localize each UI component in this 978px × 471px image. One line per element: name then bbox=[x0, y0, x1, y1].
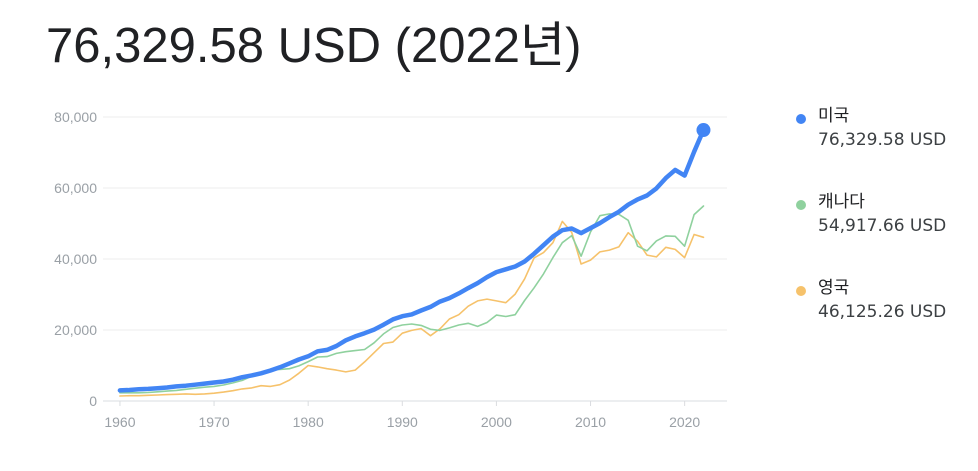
legend: 미국 76,329.58 USD 캐나다 54,917.66 USD 영국 46… bbox=[794, 104, 974, 362]
latest-point-marker bbox=[696, 123, 711, 138]
y-tick-label: 80,000 bbox=[54, 109, 97, 125]
x-tick-label: 1990 bbox=[387, 414, 418, 430]
y-tick-label: 20,000 bbox=[54, 322, 97, 338]
series-line-us bbox=[117, 127, 706, 393]
legend-marker bbox=[796, 200, 806, 210]
x-tick-label: 2020 bbox=[669, 414, 700, 430]
legend-marker bbox=[796, 286, 806, 296]
legend-series-value: 76,329.58 USD bbox=[818, 130, 947, 150]
legend-series-name: 영국 bbox=[818, 278, 850, 298]
axes bbox=[103, 400, 727, 406]
y-tick-label: 0 bbox=[89, 393, 97, 409]
x-tick-label: 2000 bbox=[481, 414, 512, 430]
tick-labels: 0 20,000 40,000 60,000 80,000 1960 1970 1980 199… bbox=[54, 109, 700, 430]
gridlines bbox=[103, 116, 727, 331]
series-layer bbox=[117, 123, 711, 397]
x-tick-label: 1970 bbox=[198, 414, 229, 430]
series-line-uk bbox=[119, 220, 705, 397]
x-tick-label: 1980 bbox=[293, 414, 324, 430]
y-tick-label: 40,000 bbox=[54, 251, 97, 267]
legend-item-us[interactable]: 미국 76,329.58 USD bbox=[794, 104, 974, 190]
x-tick-label: 1960 bbox=[104, 414, 135, 430]
legend-item-uk[interactable]: 영국 46,125.26 USD bbox=[794, 276, 974, 362]
legend-series-value: 46,125.26 USD bbox=[818, 302, 947, 322]
legend-series-name: 미국 bbox=[818, 106, 850, 126]
series-line-canada bbox=[119, 205, 705, 394]
legend-item-canada[interactable]: 캐나다 54,917.66 USD bbox=[794, 190, 974, 276]
x-tick-label: 2010 bbox=[575, 414, 606, 430]
legend-series-value: 54,917.66 USD bbox=[818, 216, 947, 236]
headline: 76,329.58 USD (2022년) bbox=[46, 19, 582, 73]
y-tick-label: 60,000 bbox=[54, 180, 97, 196]
legend-series-name: 캐나다 bbox=[818, 192, 865, 212]
legend-marker bbox=[796, 114, 806, 124]
